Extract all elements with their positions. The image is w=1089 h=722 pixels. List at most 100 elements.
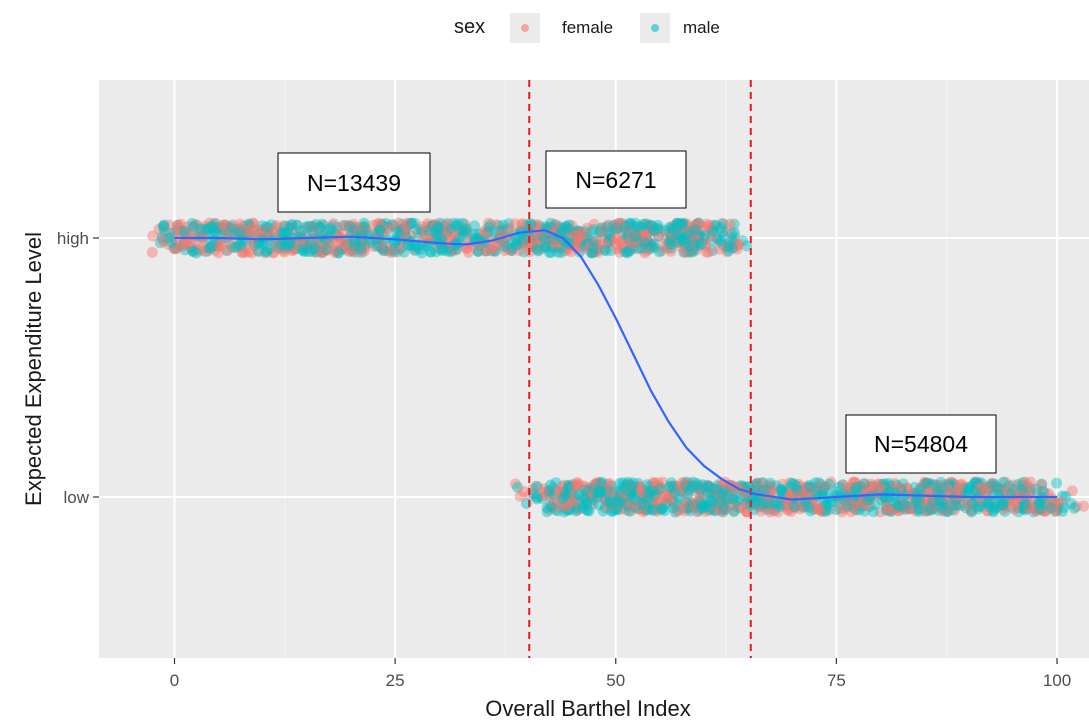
point-male-low [878, 491, 889, 502]
point-male-low [666, 477, 677, 488]
legend-title: sex [454, 16, 485, 38]
point-male-high [696, 238, 707, 249]
legend-label-female: female [562, 18, 613, 37]
point-male-high [191, 247, 202, 258]
point-male-high [333, 247, 344, 258]
point-male-high [457, 218, 468, 229]
point-male-high [311, 219, 322, 230]
point-male-low [655, 483, 666, 494]
point-male-low [1051, 478, 1062, 489]
point-male-low [593, 499, 604, 510]
point-male-high [690, 224, 701, 235]
point-male-high [226, 221, 237, 232]
point-male-low [684, 484, 695, 495]
point-female-low [1078, 501, 1089, 512]
point-male-low [1045, 502, 1056, 513]
point-male-low [842, 501, 853, 512]
point-male-high [375, 225, 386, 236]
point-male-low [531, 481, 542, 492]
point-male-high [355, 242, 366, 253]
point-male-high [629, 221, 640, 232]
point-male-low [790, 480, 801, 491]
point-male-low [580, 494, 591, 505]
point-male-low [605, 497, 616, 508]
point-male-high [518, 235, 529, 246]
point-male-low [1020, 499, 1031, 510]
point-male-low [1038, 486, 1049, 497]
point-male-low [1035, 497, 1046, 508]
point-male-low [729, 506, 740, 517]
point-male-high [321, 244, 332, 255]
point-male-low [915, 484, 926, 495]
point-male-low [828, 490, 839, 501]
point-male-low [714, 498, 725, 509]
point-female-high [177, 239, 188, 250]
point-male-low [596, 477, 607, 488]
annotation-text: N=13439 [307, 170, 401, 196]
point-male-low [668, 502, 679, 513]
point-male-low [656, 504, 667, 515]
point-male-high [525, 219, 536, 230]
point-male-high [556, 247, 567, 258]
x-tick-label: 0 [170, 671, 179, 690]
point-male-high [279, 227, 290, 238]
y-axis-title: Expected Expenditure Level [21, 232, 46, 506]
y-tick-label: low [63, 488, 89, 507]
point-male-low [852, 482, 863, 493]
point-male-high [664, 222, 675, 233]
point-male-high [473, 246, 484, 257]
point-male-low [914, 497, 925, 508]
annotation-text: N=6271 [575, 167, 656, 193]
point-male-high [718, 226, 729, 237]
point-male-high [158, 221, 169, 232]
annotation-n-6271: N=6271 [546, 151, 686, 208]
point-male-low [623, 477, 634, 488]
point-male-low [1017, 484, 1028, 495]
legend-marker-female [521, 24, 529, 32]
point-male-low [893, 501, 904, 512]
x-tick-label: 25 [386, 671, 405, 690]
point-male-high [390, 235, 401, 246]
point-male-high [588, 243, 599, 254]
point-male-low [868, 506, 879, 517]
x-axis: 0 25 50 75 100 [170, 658, 1071, 690]
point-male-high [561, 221, 572, 232]
point-male-high [415, 244, 426, 255]
point-male-high [389, 246, 400, 257]
point-male-low [973, 503, 984, 514]
point-male-low [926, 504, 937, 515]
point-male-low [1058, 502, 1069, 513]
point-male-high [620, 246, 631, 257]
point-male-low [703, 481, 714, 492]
point-male-high [649, 225, 660, 236]
point-male-low [731, 496, 742, 507]
point-male-high [540, 242, 551, 253]
point-male-high [254, 246, 265, 257]
point-male-low [774, 502, 785, 513]
point-male-high [292, 220, 303, 231]
point-male-low [695, 496, 706, 507]
point-male-high [612, 223, 623, 234]
x-axis-title: Overall Barthel Index [485, 696, 690, 721]
point-male-low [542, 506, 553, 517]
point-male-low [963, 484, 974, 495]
point-male-low [831, 504, 842, 515]
legend: sex female male [454, 13, 720, 43]
legend-label-male: male [683, 18, 720, 37]
point-female-high [574, 230, 585, 241]
point-male-high [545, 218, 556, 229]
x-tick-label: 75 [827, 671, 846, 690]
annotation-text: N=54804 [874, 431, 968, 457]
point-male-high [205, 243, 216, 254]
point-male-high [685, 247, 696, 258]
x-tick-label: 50 [606, 671, 625, 690]
point-male-high [364, 234, 375, 245]
point-male-high [325, 223, 336, 234]
point-female-high [463, 247, 474, 258]
point-male-low [563, 481, 574, 492]
point-male-low [674, 493, 685, 504]
point-male-low [642, 479, 653, 490]
point-male-low [521, 498, 532, 509]
